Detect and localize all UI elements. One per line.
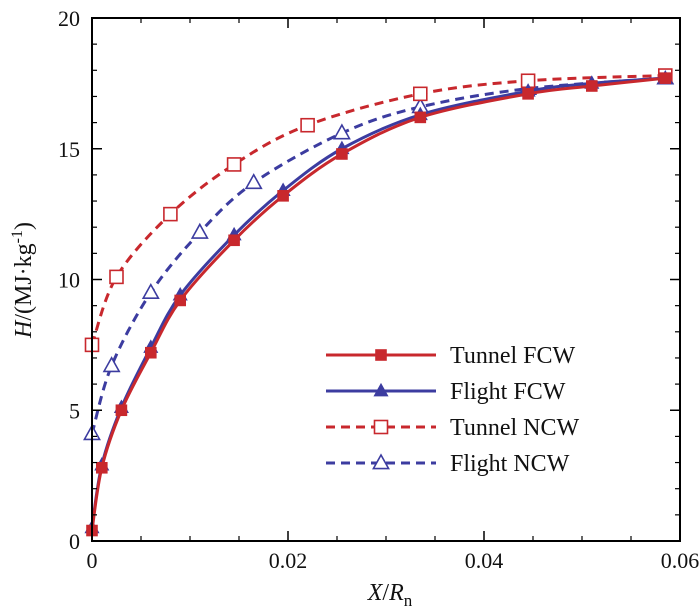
- data-point-tunnel-fcw: [522, 88, 534, 100]
- data-point-tunnel-fcw: [659, 72, 672, 84]
- data-point-tunnel-fcw: [228, 234, 240, 247]
- y-axis-title-close: ): [11, 222, 37, 230]
- x-tick-label: 0.02: [269, 548, 308, 573]
- x-axis-title-var2: R: [388, 580, 404, 606]
- data-point-tunnel-ncw: [300, 117, 315, 133]
- y-axis-title-var: H: [11, 319, 37, 339]
- legend-marker-tunnel-ncw: [373, 419, 389, 435]
- data-point-tunnel-fcw: [336, 148, 348, 160]
- legend-label-flight-fcw: Flight FCW: [450, 379, 566, 405]
- y-tick-label: 5: [69, 398, 80, 423]
- legend-label-flight-ncw: Flight NCW: [450, 451, 570, 477]
- legend-label-tunnel-fcw: Tunnel FCW: [450, 343, 575, 369]
- data-point-tunnel-ncw: [109, 269, 124, 285]
- x-axis-title-var: X: [367, 580, 384, 606]
- x-axis-title: X/Rn: [367, 580, 413, 610]
- data-point-tunnel-ncw: [163, 206, 178, 222]
- data-point-flight-ncw: [141, 282, 160, 299]
- legend-marker-flight-ncw: [372, 453, 390, 470]
- data-point-tunnel-fcw: [96, 461, 108, 474]
- data-point-tunnel-fcw: [145, 346, 157, 359]
- y-axis-ticks: 0 5 10 15 20: [58, 6, 680, 554]
- data-point-tunnel-fcw: [414, 111, 427, 124]
- x-tick-label: 0.06: [661, 548, 700, 573]
- legend-label-tunnel-ncw: Tunnel NCW: [450, 415, 579, 441]
- y-tick-label: 20: [58, 6, 80, 31]
- data-point-tunnel-ncw: [412, 86, 428, 102]
- y-tick-label: 15: [58, 137, 80, 162]
- y-axis-title-text: /(MJ·kg: [11, 243, 37, 320]
- series-tunnel-fcw: [86, 72, 672, 537]
- x-tick-label: 0.04: [465, 548, 504, 573]
- data-point-flight-ncw: [332, 123, 351, 140]
- series-tunnel-ncw: [84, 68, 673, 353]
- data-point-tunnel-fcw: [174, 294, 186, 307]
- data-point-flight-ncw: [244, 173, 263, 190]
- plot-content: [83, 68, 675, 537]
- legend-item-flight-ncw: Flight NCW: [326, 451, 570, 477]
- data-point-tunnel-fcw: [277, 190, 289, 202]
- x-tick-label: 0: [87, 548, 98, 573]
- data-point-flight-ncw: [102, 356, 121, 373]
- legend: Tunnel FCW Flight FCW Tunnel NCW Flight NCW: [326, 343, 579, 477]
- legend-marker-tunnel-fcw: [375, 349, 387, 361]
- data-point-tunnel-ncw: [226, 157, 242, 172]
- data-point-flight-ncw: [190, 222, 209, 239]
- x-axis-title-sub: n: [404, 591, 413, 610]
- data-point-tunnel-fcw: [585, 80, 598, 92]
- x-axis-ticks: 0 0.02 0.04 0.06: [87, 18, 700, 573]
- series-line-flight-ncw: [90, 76, 666, 435]
- x-axis-title-sep: /: [382, 580, 389, 606]
- y-axis-title: H/(MJ·kg-1): [9, 222, 37, 339]
- series-flight-ncw: [83, 68, 675, 441]
- y-axis-title-sup: -1: [9, 230, 26, 243]
- legend-item-tunnel-ncw: Tunnel NCW: [326, 415, 579, 441]
- data-point-tunnel-fcw: [115, 404, 128, 417]
- legend-marker-flight-fcw: [373, 382, 389, 397]
- y-tick-label: 10: [58, 268, 80, 293]
- y-tick-label: 0: [69, 529, 80, 554]
- legend-item-tunnel-fcw: Tunnel FCW: [326, 343, 575, 369]
- legend-item-flight-fcw: Flight FCW: [326, 379, 566, 405]
